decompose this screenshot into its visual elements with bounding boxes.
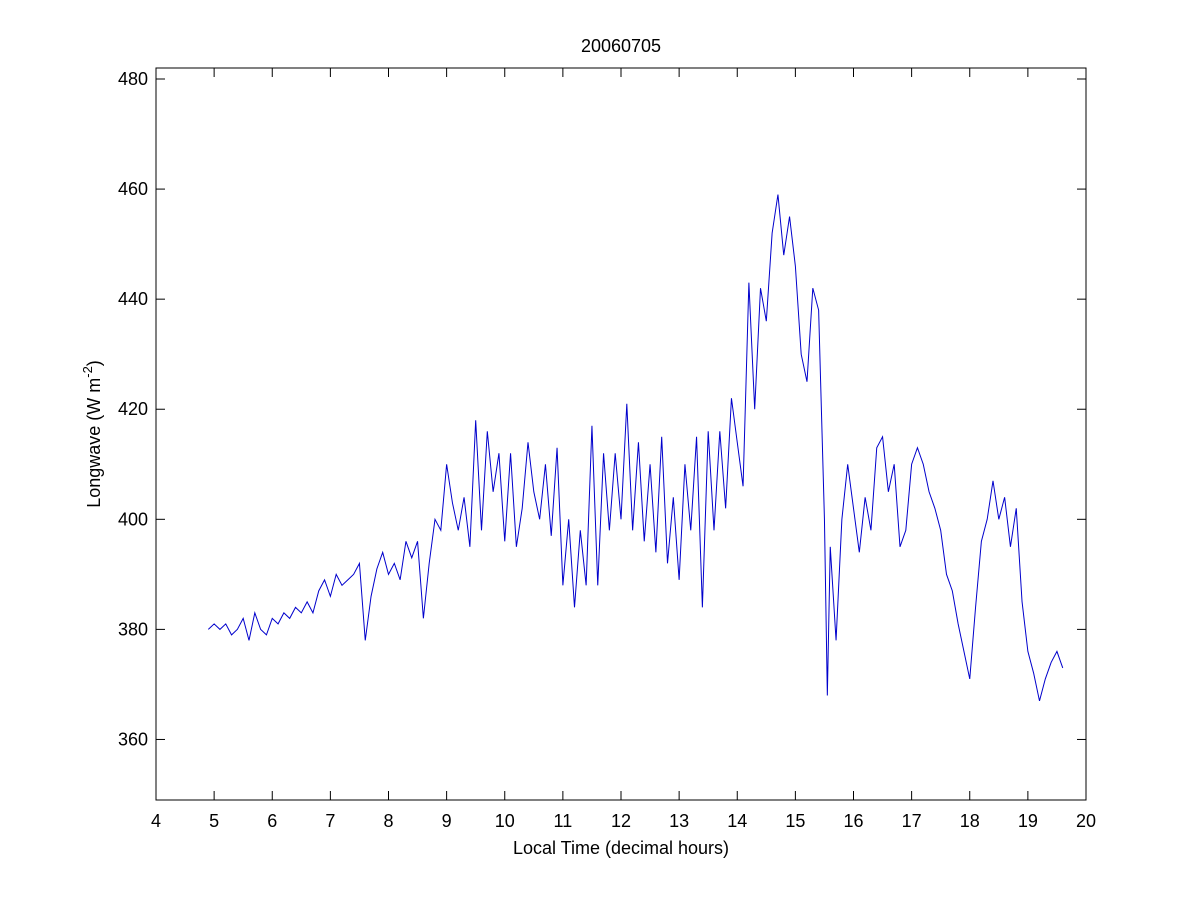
- x-tick-label: 12: [611, 811, 631, 831]
- y-tick-label: 380: [118, 619, 148, 639]
- x-tick-label: 5: [209, 811, 219, 831]
- chart-title: 20060705: [581, 36, 661, 56]
- x-tick-label: 20: [1076, 811, 1096, 831]
- y-label-superscript: -2: [80, 366, 95, 378]
- y-label-suffix: ): [84, 360, 104, 366]
- x-tick-label: 14: [727, 811, 747, 831]
- x-tick-label: 19: [1018, 811, 1038, 831]
- x-tick-label: 6: [267, 811, 277, 831]
- x-tick-label: 17: [902, 811, 922, 831]
- x-axis-label: Local Time (decimal hours): [513, 838, 729, 858]
- y-tick-label: 480: [118, 69, 148, 89]
- y-axis-label: Longwave (W m-2): [80, 360, 104, 508]
- y-tick-label: 420: [118, 399, 148, 419]
- x-tick-label: 7: [325, 811, 335, 831]
- y-tick-label: 440: [118, 289, 148, 309]
- x-tick-label: 9: [442, 811, 452, 831]
- x-tick-label: 8: [383, 811, 393, 831]
- x-tick-label: 16: [843, 811, 863, 831]
- y-tick-label: 460: [118, 179, 148, 199]
- x-tick-label: 10: [495, 811, 515, 831]
- data-line: [207, 194, 1064, 702]
- y-tick-label: 360: [118, 729, 148, 749]
- y-tick-label: 400: [118, 509, 148, 529]
- x-tick-label: 4: [151, 811, 161, 831]
- x-tick-label: 11: [554, 811, 573, 831]
- y-label-text: Longwave (W m: [84, 378, 104, 508]
- x-tick-label: 15: [785, 811, 805, 831]
- x-tick-label: 18: [960, 811, 980, 831]
- x-tick-label: 13: [669, 811, 689, 831]
